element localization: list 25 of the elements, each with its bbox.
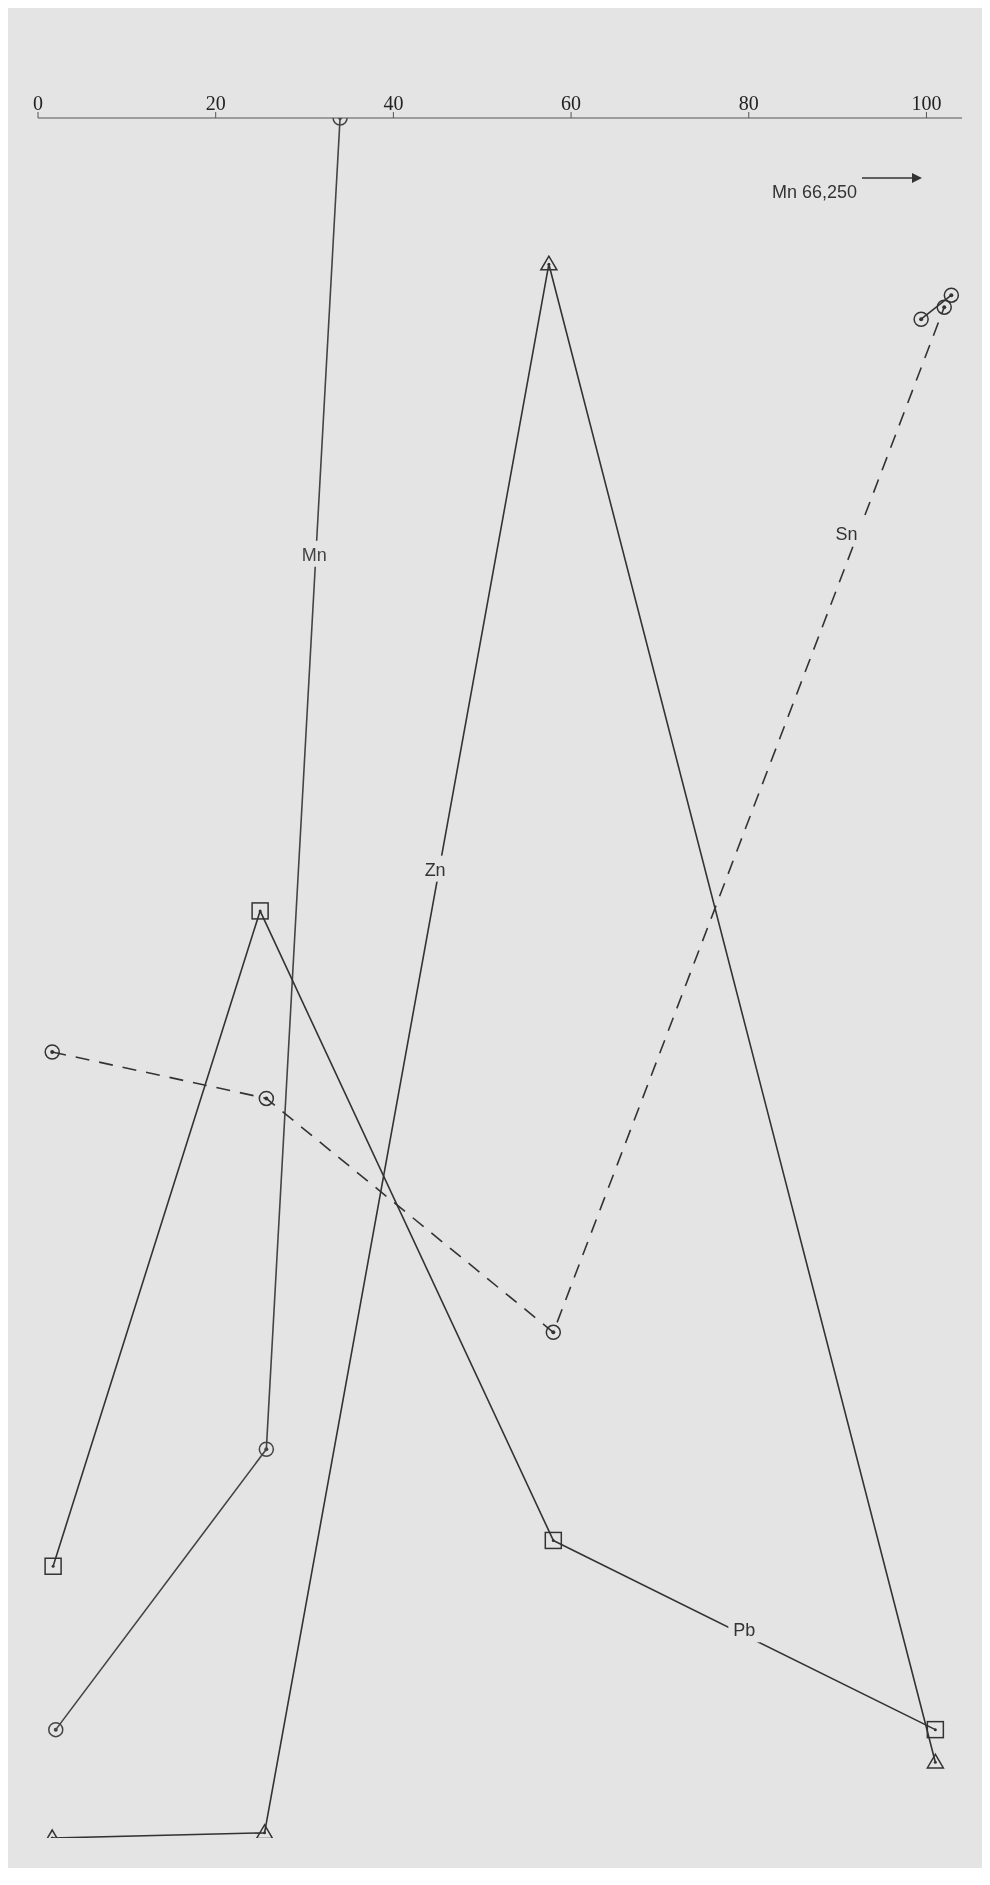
x-tick-label: 0: [33, 92, 43, 114]
point: [258, 1090, 275, 1107]
point: [545, 1324, 562, 1341]
x-tick-label: 80: [738, 92, 759, 114]
x-tick-label: 40: [383, 92, 404, 114]
x-tick-label: 20: [205, 92, 226, 114]
point: [926, 1720, 945, 1739]
point: [936, 299, 952, 315]
x-tick-label: 60: [561, 92, 582, 114]
series-label: Pb: [733, 1620, 756, 1641]
x-tick-label: 100: [911, 92, 942, 114]
point: [44, 1044, 60, 1060]
point: [943, 287, 960, 303]
point: [926, 1753, 945, 1769]
annotation: Mn 66,250: [772, 182, 858, 202]
point: [48, 1721, 64, 1738]
series-label: Mn: [301, 544, 327, 565]
point: [540, 255, 558, 271]
point: [544, 1531, 563, 1550]
series-label: Zn: [424, 859, 446, 880]
point: [251, 902, 269, 920]
point: [258, 1441, 275, 1458]
series-label: Sn: [835, 523, 858, 544]
point: [913, 311, 929, 327]
point: [44, 1557, 62, 1575]
